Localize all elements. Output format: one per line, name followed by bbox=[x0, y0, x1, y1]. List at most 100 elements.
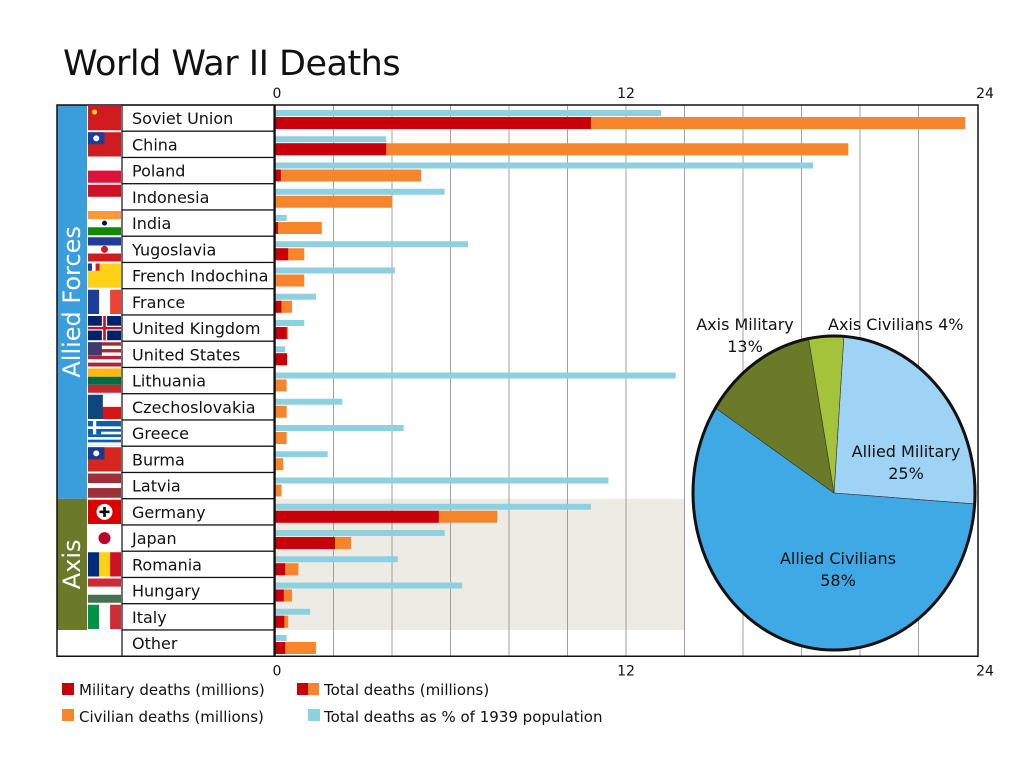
military-deaths-bar bbox=[275, 117, 591, 129]
country-label: Yugoslavia bbox=[131, 240, 216, 259]
country-label: Romania bbox=[132, 555, 202, 574]
total-deaths-bar bbox=[275, 195, 392, 208]
flag-icon bbox=[88, 604, 121, 629]
military-deaths-bar bbox=[275, 563, 286, 576]
legend-swatch-total-civilian bbox=[308, 683, 319, 695]
percent-bar bbox=[275, 346, 286, 353]
military-deaths-bar bbox=[275, 248, 289, 261]
country-label: France bbox=[132, 293, 185, 312]
pie-value-axis-military: 13% bbox=[727, 337, 763, 356]
tick-label-bottom: 12 bbox=[617, 663, 635, 679]
military-deaths-bar bbox=[275, 589, 284, 602]
flag-icon bbox=[88, 106, 121, 131]
flag-icon bbox=[88, 289, 121, 314]
legend-label: Civilian deaths (millions) bbox=[79, 708, 264, 726]
group-band-allied bbox=[57, 105, 87, 499]
pie-outline bbox=[691, 334, 977, 652]
legend-swatch-civilian bbox=[62, 709, 74, 721]
total-deaths-bar bbox=[275, 379, 287, 392]
country-label: China bbox=[132, 135, 178, 154]
country-label: United Kingdom bbox=[132, 319, 260, 338]
country-label: Greece bbox=[132, 424, 189, 443]
flag-icon bbox=[88, 368, 121, 393]
chart-title: World War II Deaths bbox=[63, 44, 401, 84]
legend-swatch-total-military bbox=[297, 683, 308, 695]
country-cell bbox=[121, 104, 275, 132]
country-cell bbox=[121, 261, 275, 290]
country-label: French Indochina bbox=[132, 267, 268, 286]
flag-icon bbox=[88, 578, 121, 603]
military-deaths-bar bbox=[275, 353, 287, 366]
total-deaths-bar bbox=[275, 222, 322, 234]
flag-mark bbox=[103, 506, 106, 517]
legend-swatch-military bbox=[62, 683, 74, 695]
country-cell bbox=[121, 130, 275, 159]
total-deaths-bar bbox=[275, 143, 849, 156]
country-label: Indonesia bbox=[132, 188, 209, 207]
group-label-axis: Axis bbox=[58, 539, 86, 589]
percent-bar bbox=[275, 477, 609, 484]
pie-label-allied-military: Allied Military bbox=[852, 442, 961, 461]
flag-icon bbox=[88, 237, 121, 262]
country-cell bbox=[121, 629, 275, 657]
flag-icon bbox=[88, 263, 121, 288]
percent-bar bbox=[275, 451, 328, 458]
country-label: United States bbox=[132, 345, 240, 364]
group-label-allied: Allied Forces bbox=[58, 226, 86, 378]
pie-value-allied-military: 25% bbox=[888, 464, 924, 483]
tick-label-top: 12 bbox=[617, 86, 635, 102]
country-cell bbox=[121, 498, 275, 526]
country-cell bbox=[121, 156, 275, 185]
country-cell bbox=[121, 393, 275, 421]
percent-bar bbox=[275, 136, 387, 143]
percent-bar bbox=[275, 398, 343, 405]
country-label: Poland bbox=[132, 162, 185, 181]
percent-bar bbox=[275, 188, 445, 195]
percent-bar bbox=[275, 556, 398, 563]
flag-icon bbox=[88, 184, 121, 209]
flag-icon bbox=[88, 211, 121, 236]
percent-bar bbox=[275, 215, 287, 221]
country-label: Lithuania bbox=[132, 372, 206, 391]
total-deaths-bar bbox=[275, 484, 282, 497]
flag-icon bbox=[88, 552, 121, 577]
country-label: India bbox=[132, 214, 171, 233]
military-deaths-bar bbox=[275, 300, 282, 313]
pie-label-axis-civilians: Axis Civilians 4% bbox=[828, 315, 963, 334]
tick-label-top: 0 bbox=[273, 86, 282, 102]
country-label: Germany bbox=[132, 503, 206, 522]
percent-bar bbox=[275, 530, 445, 536]
total-deaths-bar bbox=[275, 432, 287, 444]
tick-label-top: 24 bbox=[976, 86, 994, 102]
flag-icon bbox=[88, 447, 121, 472]
pie-label-allied-civilians: Allied Civilians bbox=[780, 549, 896, 568]
country-label: Hungary bbox=[132, 582, 200, 601]
percent-bar bbox=[275, 241, 469, 248]
country-cell bbox=[121, 550, 275, 579]
percent-bar bbox=[275, 267, 395, 274]
military-deaths-bar bbox=[275, 537, 335, 549]
percent-bar bbox=[275, 162, 814, 169]
military-deaths-bar bbox=[275, 169, 281, 182]
legend-swatch-percent bbox=[308, 709, 320, 721]
country-cell bbox=[121, 576, 275, 605]
flag-icon bbox=[88, 132, 121, 157]
pie-label-axis-civilians-value: 4% bbox=[933, 315, 963, 334]
chart-frame bbox=[56, 104, 979, 657]
percent-bar bbox=[275, 425, 404, 431]
legend-label: Total deaths (millions) bbox=[323, 681, 489, 699]
legend-label: Total deaths as % of 1939 population bbox=[323, 708, 603, 726]
country-label: Latvia bbox=[132, 477, 181, 496]
country-label: Burma bbox=[132, 450, 185, 469]
tick-label-bottom: 0 bbox=[273, 663, 282, 679]
flag-icon bbox=[88, 421, 121, 446]
country-cell bbox=[121, 340, 275, 369]
military-deaths-bar bbox=[275, 615, 285, 628]
country-label: Italy bbox=[132, 608, 167, 627]
country-cell bbox=[121, 314, 275, 342]
pie-label-axis-military: Axis Military bbox=[696, 315, 794, 334]
group-band-axis bbox=[57, 498, 87, 630]
military-deaths-bar bbox=[275, 143, 387, 156]
percent-bar bbox=[275, 635, 287, 641]
flag-icon bbox=[88, 316, 121, 341]
